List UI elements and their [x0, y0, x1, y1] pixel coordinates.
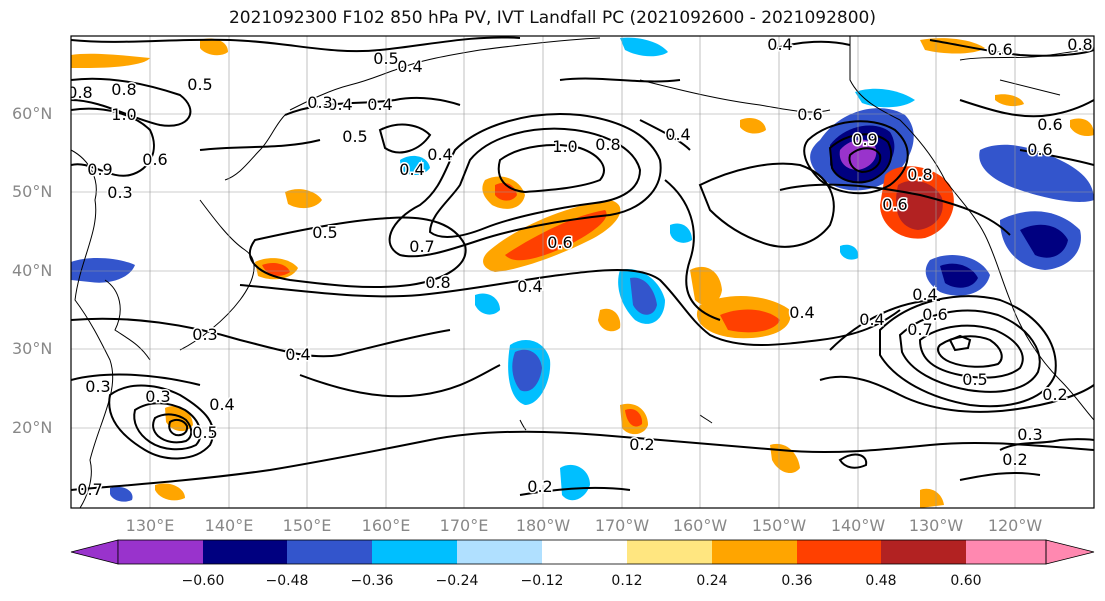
contour-label: 0.7 [77, 480, 102, 499]
contour-label: 0.8 [67, 83, 92, 102]
colorbar-tick-label: 0.36 [781, 573, 813, 589]
lon-label: 150°W [751, 516, 807, 535]
map-frame [70, 35, 1095, 509]
map-content: 0.5 0.4 0.4 0.6 0.8 0.8 0.5 0.4 0.3 0.4 … [67, 35, 1094, 508]
contour-label: 0.4 [517, 277, 542, 296]
contour-label: 0.3 [1017, 425, 1042, 444]
lon-label: 140°E [204, 516, 254, 535]
contour-label: 0.4 [367, 95, 392, 114]
contour-label: 0.4 [327, 95, 352, 114]
colorbar-tick-label: 0.24 [696, 573, 728, 589]
contour-label: 0.5 [192, 423, 217, 442]
colorbar-segment [712, 540, 797, 564]
colorbar [70, 539, 1095, 565]
contour-label: 0.4 [285, 345, 310, 364]
contour-label: 0.2 [527, 477, 552, 496]
contour-label: 0.8 [425, 273, 450, 292]
lon-label: 120°W [987, 516, 1043, 535]
contour-label: 0.4 [209, 395, 234, 414]
colorbar-low-extend [70, 539, 119, 565]
contour-label: 0.8 [111, 80, 136, 99]
contour-label: 0.9 [87, 160, 112, 179]
contour-label: 0.4 [789, 303, 814, 322]
contour-label: 0.4 [767, 35, 792, 54]
contour-label: 0.8 [1067, 35, 1092, 54]
lat-label: 50°N [12, 182, 53, 201]
contour-label: 0.3 [192, 325, 217, 344]
contour-label: 0.8 [595, 135, 620, 154]
contour-label: 0.2 [1002, 450, 1027, 469]
colorbar-high-extend [1045, 539, 1095, 565]
colorbar-segment [457, 540, 542, 564]
lat-label: 30°N [12, 339, 53, 358]
lon-label: 160°W [672, 516, 728, 535]
colorbar-tick-label: −0.48 [265, 573, 309, 589]
lon-label: 130°W [908, 516, 964, 535]
colorbar-segment [881, 540, 966, 564]
colorbar-tick-label: −0.60 [181, 573, 225, 589]
lon-label: 160°E [361, 516, 411, 535]
colorbar-tick-label: −0.24 [435, 573, 479, 589]
lon-label: 150°E [282, 516, 332, 535]
lon-label: 140°W [830, 516, 886, 535]
contour-label: 0.2 [1042, 385, 1067, 404]
contour-label: 0.8 [907, 165, 932, 184]
contour-label: 0.6 [142, 150, 167, 169]
contour-label: 0.3 [145, 387, 170, 406]
colorbar-segment [542, 540, 627, 564]
lat-label: 60°N [12, 104, 53, 123]
contour-label: 0.6 [882, 195, 907, 214]
contour-label: 0.5 [187, 75, 212, 94]
colorbar-tick-label: −0.36 [350, 573, 394, 589]
contour-label: 0.5 [373, 49, 398, 68]
lon-label: 170°W [594, 516, 650, 535]
lon-label: 170°E [439, 516, 489, 535]
lat-label: 40°N [12, 261, 53, 280]
map-title: 2021092300 F102 850 hPa PV, IVT Landfall… [228, 8, 876, 28]
contour-label: 1.0 [552, 137, 577, 156]
contour-label: 0.2 [629, 435, 654, 454]
colorbar-segment [966, 540, 1046, 564]
contour-label: 0.4 [859, 310, 884, 329]
colorbar-segment [627, 540, 712, 564]
contour-label: 0.6 [922, 305, 947, 324]
lon-label: 130°E [125, 516, 175, 535]
lon-label: 180°W [515, 516, 571, 535]
contour-label: 0.7 [907, 320, 932, 339]
contour-label: 0.6 [797, 105, 822, 124]
colorbar-segment [287, 540, 372, 564]
colorbar-segment [797, 540, 881, 564]
contour-label: 0.4 [397, 57, 422, 76]
contour-label: 0.3 [307, 93, 332, 112]
contour-label: 0.6 [987, 40, 1012, 59]
contour-label: 0.4 [427, 145, 452, 164]
contour-label: 0.4 [912, 285, 937, 304]
contour-label: 0.3 [107, 183, 132, 202]
colorbar-tick-label: −0.12 [520, 573, 564, 589]
contour-label: 0.9 [852, 130, 877, 149]
pv-contours [71, 36, 1094, 496]
contour-labels: 0.5 0.4 0.4 0.6 0.8 0.8 0.5 0.4 0.3 0.4 … [67, 35, 1094, 501]
contour-label: 1.0 [111, 105, 136, 124]
contour-label: 0.3 [85, 377, 110, 396]
contour-label: 0.6 [547, 233, 572, 252]
contour-label: 0.4 [665, 125, 690, 144]
colorbar-segment [203, 540, 287, 564]
contour-label: 0.6 [1027, 140, 1052, 159]
colorbar-segment [118, 540, 203, 564]
gridlines [71, 36, 1094, 508]
contour-label: 0.5 [342, 127, 367, 146]
lat-label: 20°N [12, 418, 53, 437]
contour-label: 0.4 [399, 160, 424, 179]
coastlines [71, 36, 1094, 508]
contour-label: 0.7 [409, 237, 434, 256]
colorbar-tick-label: 0.48 [865, 573, 897, 589]
colorbar-segment [372, 540, 457, 564]
contour-label: 0.5 [962, 370, 987, 389]
colorbar-tick-label: 0.60 [950, 573, 982, 589]
colorbar-tick-label: 0.12 [611, 573, 643, 589]
contour-label: 0.5 [312, 223, 337, 242]
contour-label: 0.6 [1037, 115, 1062, 134]
